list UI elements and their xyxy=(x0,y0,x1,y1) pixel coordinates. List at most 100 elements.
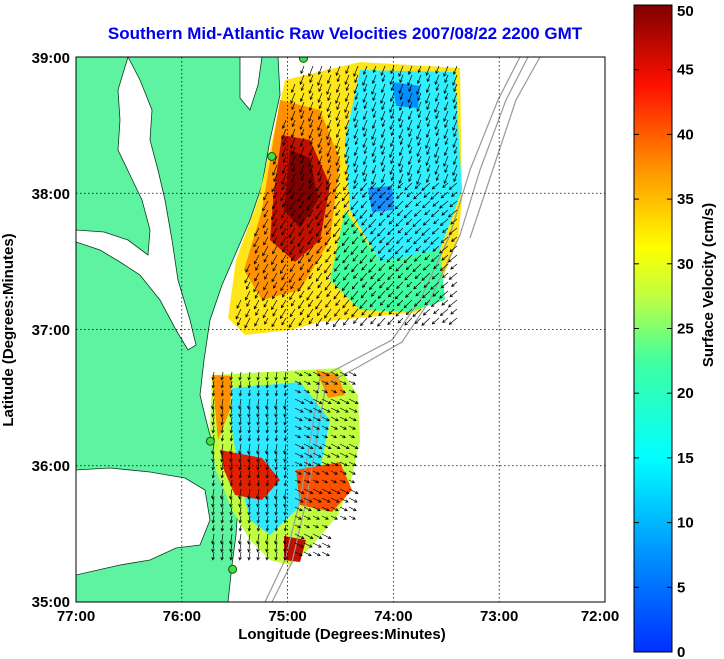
velocity-vector xyxy=(448,317,458,325)
velocity-vector xyxy=(256,371,260,381)
velocity-vector xyxy=(414,317,422,325)
velocity-vector xyxy=(330,515,338,520)
velocity-vector xyxy=(294,488,305,494)
velocity-vector xyxy=(396,191,404,199)
velocity-vector xyxy=(368,308,377,318)
velocity-vector xyxy=(283,479,288,487)
velocity-vector xyxy=(237,317,242,326)
velocity-vector xyxy=(453,101,458,110)
velocity-vector xyxy=(238,470,243,479)
velocity-vector xyxy=(339,452,349,458)
velocity-vector xyxy=(308,317,314,325)
colorbar-tick-label: 35 xyxy=(677,191,694,208)
velocity-vector xyxy=(423,236,431,243)
velocity-vector xyxy=(299,101,305,113)
velocity-vector xyxy=(389,164,395,175)
velocity-vector xyxy=(362,281,368,288)
velocity-vector xyxy=(294,452,304,458)
velocity-vector xyxy=(303,416,312,422)
velocity-vector xyxy=(312,407,322,413)
velocity-vector xyxy=(229,452,233,463)
velocity-vector xyxy=(256,407,260,418)
velocity-vector xyxy=(339,443,350,449)
velocity-vector xyxy=(327,92,332,102)
velocity-vector xyxy=(439,218,449,226)
velocity-vector xyxy=(290,83,296,94)
velocity-vector xyxy=(283,551,287,561)
velocity-vector xyxy=(424,254,431,261)
velocity-vector xyxy=(297,236,305,247)
velocity-vector xyxy=(434,101,440,113)
velocity-vector xyxy=(343,200,350,208)
velocity-vector xyxy=(388,263,395,270)
velocity-vector xyxy=(294,524,301,529)
velocity-vector xyxy=(448,272,458,280)
velocity-vector xyxy=(388,218,395,225)
velocity-vector xyxy=(238,398,242,410)
velocity-vector xyxy=(443,155,449,167)
velocity-vector xyxy=(351,281,359,290)
velocity-vector xyxy=(263,236,269,246)
velocity-vector xyxy=(394,245,404,255)
velocity-vector xyxy=(408,146,413,155)
velocity-vector xyxy=(348,470,356,475)
velocity-vector xyxy=(283,497,287,508)
velocity-vector xyxy=(377,290,386,299)
velocity-vector xyxy=(381,164,386,173)
velocity-vector xyxy=(297,191,305,202)
velocity-vector xyxy=(256,497,260,508)
velocity-vector xyxy=(417,65,422,74)
velocity-vector xyxy=(416,164,422,175)
velocity-vector xyxy=(254,227,260,237)
velocity-vector xyxy=(413,236,422,245)
velocity-vector xyxy=(407,137,413,148)
velocity-vector xyxy=(321,488,332,494)
velocity-vector xyxy=(352,299,359,307)
velocity-vector xyxy=(425,110,431,121)
velocity-vector xyxy=(316,290,323,299)
velocity-vector xyxy=(280,299,287,309)
velocity-vector xyxy=(339,488,350,494)
velocity-vector xyxy=(321,479,328,484)
velocity-vector xyxy=(321,497,331,503)
velocity-vector xyxy=(294,371,303,377)
velocity-vector xyxy=(298,209,305,219)
velocity-vector xyxy=(359,209,368,219)
bathymetry-lines xyxy=(264,57,541,602)
y-tick-label: 35:00 xyxy=(32,594,70,611)
velocity-vector xyxy=(317,92,323,103)
velocity-vector xyxy=(247,380,252,389)
velocity-vector xyxy=(265,443,269,455)
velocity-vector xyxy=(362,236,368,243)
velocity-vector xyxy=(430,236,440,245)
velocity-vector xyxy=(326,101,332,112)
velocity-vector xyxy=(299,164,305,175)
velocity-vector xyxy=(360,182,368,192)
velocity-vector xyxy=(281,227,287,236)
velocity-vector xyxy=(325,272,332,281)
velocity-vector xyxy=(312,497,322,503)
velocity-vector xyxy=(342,227,350,236)
velocity-vector xyxy=(303,443,314,449)
velocity-vector xyxy=(321,551,330,557)
velocity-vector xyxy=(307,236,314,246)
velocity-vector xyxy=(265,371,269,381)
velocity-vector xyxy=(229,407,233,418)
velocity-vector xyxy=(238,443,242,455)
velocity-vector xyxy=(294,389,301,394)
velocity-vector xyxy=(453,173,458,183)
velocity-vector xyxy=(290,92,296,104)
velocity-vector xyxy=(380,137,386,149)
velocity-vector xyxy=(363,173,368,183)
velocity-vector xyxy=(423,281,431,288)
velocity-vector xyxy=(435,155,440,165)
velocity-vector xyxy=(416,173,422,185)
velocity-vector xyxy=(294,398,305,404)
colorbar-tick-label: 10 xyxy=(677,515,694,532)
velocity-vector xyxy=(254,290,260,299)
velocity-vector xyxy=(220,470,225,479)
velocity-vector xyxy=(398,83,404,94)
velocity-vector xyxy=(281,272,287,281)
velocity-vector xyxy=(220,551,224,561)
velocity-vector xyxy=(265,461,269,471)
